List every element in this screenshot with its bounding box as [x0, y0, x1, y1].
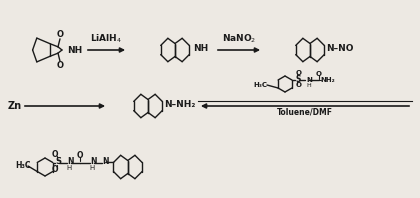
Text: O: O: [52, 165, 58, 174]
Text: Toluene/DMF: Toluene/DMF: [277, 108, 333, 116]
Text: H: H: [67, 166, 72, 171]
Text: N–NO: N–NO: [326, 44, 354, 53]
Text: S: S: [296, 74, 301, 84]
Text: H₃C: H₃C: [15, 161, 31, 169]
Text: O: O: [52, 150, 58, 159]
Text: N: N: [90, 157, 96, 166]
Text: S: S: [56, 157, 62, 166]
Text: H: H: [306, 83, 311, 88]
Text: NH: NH: [67, 46, 82, 54]
Text: O: O: [296, 70, 302, 76]
Text: O: O: [57, 30, 63, 39]
Text: H: H: [90, 166, 95, 171]
Text: N–NH₂: N–NH₂: [164, 100, 196, 109]
Text: N: N: [306, 77, 312, 83]
Text: NH₂: NH₂: [320, 77, 335, 83]
Text: NH: NH: [193, 44, 209, 53]
Text: O: O: [76, 151, 83, 160]
Text: H₃C: H₃C: [253, 82, 267, 88]
Text: N: N: [67, 157, 74, 166]
Text: NaNO$_2$: NaNO$_2$: [222, 32, 256, 45]
Text: O: O: [316, 71, 322, 77]
Text: O: O: [296, 82, 302, 88]
Text: N: N: [102, 157, 108, 166]
Text: LiAlH$_4$: LiAlH$_4$: [90, 32, 123, 45]
Text: O: O: [57, 61, 63, 70]
Text: Zn: Zn: [8, 101, 22, 111]
